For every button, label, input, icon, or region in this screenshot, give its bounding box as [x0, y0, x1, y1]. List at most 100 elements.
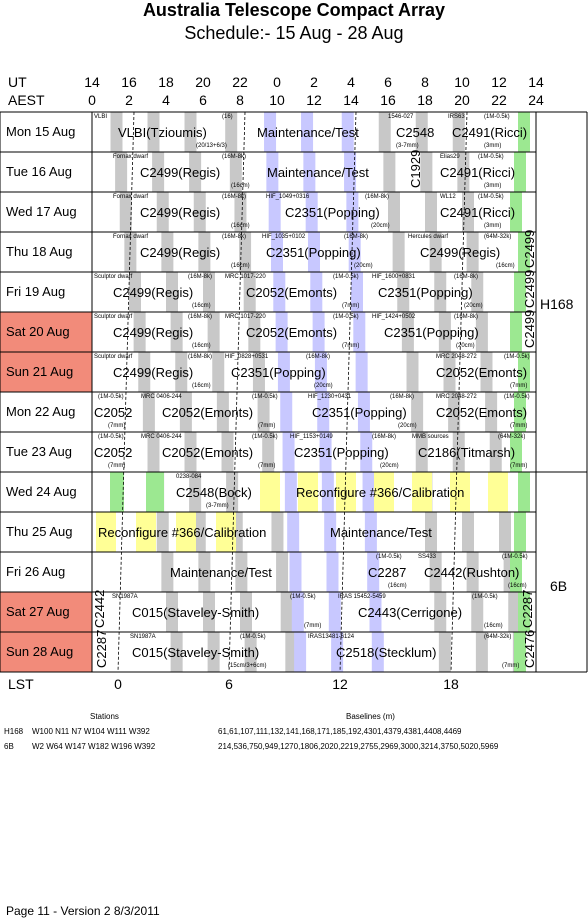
source-note: (20cm)	[456, 343, 475, 349]
schedule-stripe	[184, 432, 197, 472]
schedule-stripe	[170, 632, 183, 672]
legend-baselines-h168: 61,61,107,111,132,141,168,171,185,192,43…	[218, 727, 462, 736]
project-label: C2499(Regis)	[140, 205, 221, 220]
schedule-stripe	[170, 312, 183, 352]
source-note: VLBI	[94, 114, 108, 120]
schedule-stripe	[307, 232, 320, 272]
source-note: (20cm)	[314, 383, 333, 389]
schedule-stripe	[166, 272, 178, 312]
schedule-stripe	[466, 232, 479, 272]
schedule-stripe	[508, 592, 521, 632]
schedule-stripe	[378, 112, 391, 152]
stations-header: Stations	[90, 712, 119, 721]
schedule-stripe	[207, 312, 220, 352]
page-subtitle: Schedule:- 15 Aug - 28 Aug	[184, 23, 404, 43]
project-label: C2351(Popping)	[266, 245, 361, 260]
schedule-stripe	[485, 392, 498, 432]
schedule-stripe	[475, 312, 488, 352]
source-note: (16M-8k)	[222, 154, 247, 160]
calibration-stripe	[510, 312, 522, 352]
schedule-stripe	[362, 472, 375, 512]
source-note: (1M-0.5k)	[252, 394, 278, 400]
schedule-stripe	[221, 432, 234, 472]
schedule-stripe	[203, 272, 215, 312]
schedule-stripe	[355, 352, 368, 392]
source-note: HIF_1230+0431	[308, 394, 352, 400]
aest-tick: 22	[491, 92, 507, 108]
source-note: (1M-0.5k)	[478, 194, 504, 200]
calibration-stripe	[510, 552, 522, 592]
project-label: C2499(Regis)	[113, 365, 194, 380]
day-label: Tue 23 Aug	[6, 444, 73, 459]
project-label: Maintenance/Test	[170, 565, 272, 580]
schedule-stripe	[401, 312, 414, 352]
day-label: Fri 19 Aug	[6, 284, 66, 299]
day-label: Thu 18 Aug	[6, 244, 73, 259]
source-note: MRC 2048-272	[436, 394, 477, 400]
project-label: C2052(Emonts)	[246, 285, 338, 300]
source-note: (1M-0.5k)	[502, 554, 528, 560]
reconfigure-stripe	[488, 472, 508, 512]
project-label: C2499(Regis)	[140, 245, 221, 260]
schedule-stripe	[147, 112, 160, 152]
source-note: Fornax dwarf	[113, 154, 149, 160]
schedule-stripe	[462, 512, 474, 552]
aest-tick: 20	[454, 92, 470, 108]
project-label: C2491(Ricci)	[452, 125, 528, 140]
project-label: C2491(Ricci)	[440, 165, 516, 180]
schedule-stripe	[438, 632, 451, 672]
calibration-stripe	[514, 152, 526, 192]
schedule-stripe	[280, 592, 293, 632]
schedule-stripe	[198, 232, 211, 272]
project-label: C2499(Regis)	[420, 245, 501, 260]
schedule-stripe	[239, 232, 252, 272]
project-label: C2052	[94, 405, 133, 420]
project-label: C2442(Rushton)	[424, 565, 520, 580]
project-label: C015(Staveley-Smith)	[132, 605, 260, 620]
schedule-stripe	[193, 192, 206, 232]
project-label: C2499(Regis)	[140, 165, 221, 180]
schedule-stripe	[371, 632, 384, 672]
source-note: (1M-0.5k)	[504, 354, 530, 360]
source-note: (7mm)	[108, 463, 126, 469]
aest-tick: 8	[236, 92, 244, 108]
aest-tick: 24	[528, 92, 544, 108]
day-label-bg	[0, 392, 92, 432]
schedule-stripe	[266, 152, 279, 192]
schedule-stripe	[282, 432, 295, 472]
schedule-stripe	[270, 232, 283, 272]
project-label: C2548(Bock)	[176, 485, 252, 500]
source-note: (16M-8k)	[372, 434, 397, 440]
day-label-bg	[0, 352, 92, 392]
calibration-stripe	[518, 592, 530, 632]
source-note: (16M-8k)	[222, 234, 247, 240]
project-label: C2351(Popping)	[294, 445, 389, 460]
schedule-stripe	[189, 472, 202, 512]
day-label-bg	[0, 552, 92, 592]
source-note: MRC 0406-244	[141, 394, 182, 400]
calibration-stripe	[510, 192, 522, 232]
schedule-stripe	[425, 192, 437, 232]
reconfigure-stripe	[412, 472, 432, 512]
ut-tick: 2	[310, 74, 318, 90]
project-label: C2052	[94, 445, 133, 460]
aest-tick: 14	[343, 92, 359, 108]
config-label-6b: 6B	[550, 578, 568, 594]
project-label: C015(Staveley-Smith)	[132, 645, 260, 660]
ut-tick: 12	[491, 74, 507, 90]
aest-tick: 0	[88, 92, 96, 108]
source-note: (7mm)	[108, 423, 126, 429]
source-note: (20cm)	[380, 463, 399, 469]
schedule-stripe	[425, 512, 437, 552]
source-note: MRC 1017-220	[225, 274, 266, 280]
schedule-stripe	[147, 432, 160, 472]
schedule-stripe	[438, 312, 451, 352]
schedule-stripe	[429, 232, 442, 272]
source-note: (16M-8k)	[222, 194, 247, 200]
calibration-stripe	[146, 472, 164, 512]
day-label: Thu 25 Aug	[6, 524, 73, 539]
source-note: (1M-0.5k)	[252, 434, 278, 440]
vertical-project-label: C2499	[522, 229, 537, 268]
source-note: Sculptor dwarf	[94, 314, 133, 320]
schedule-stripe	[415, 112, 428, 152]
